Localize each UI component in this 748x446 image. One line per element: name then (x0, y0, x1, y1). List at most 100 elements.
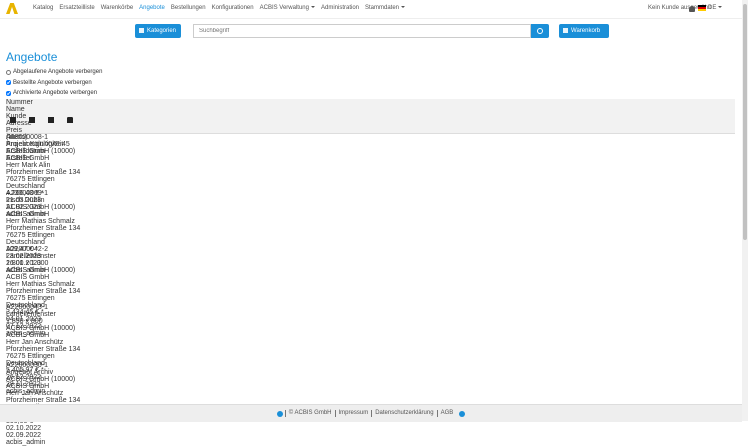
address-line: 76275 Ettlingen (6, 353, 55, 360)
search-button[interactable] (531, 24, 549, 38)
offer-number: A23000009-1 (6, 190, 49, 197)
view-icon[interactable] (10, 117, 16, 123)
offer-row[interactable]: A23000009-1 Insch Dublin ACBIS GmbH (10000… (6, 117, 735, 274)
offer-name: Insch Dublin (6, 197, 45, 204)
offer-name: Lamellenfenster (6, 253, 56, 260)
creator: acbis_admin (6, 330, 46, 337)
validity: 26.12.2022 (6, 374, 42, 381)
offer-number: A23000008-1 (6, 134, 49, 141)
customer-status[interactable]: Kein Kunde ausgewählt (648, 5, 712, 11)
footer-link[interactable]: Datenschutzerklärung (371, 410, 436, 417)
nav-item[interactable]: ACBIS Verwaltung (260, 5, 315, 11)
nav-item[interactable]: Konfigurationen (211, 5, 254, 11)
column-header[interactable]: Kunde (6, 113, 27, 120)
offer-row[interactable]: A22000042-2 Lamellenfenster 1.800 x 1.000 A… (6, 117, 735, 337)
column-header[interactable]: Name (6, 106, 25, 113)
cell: 02.09.2022 (6, 432, 735, 439)
filter-option[interactable]: Abgelaufene Angebote verbergen (6, 67, 102, 78)
cell: ACBIS GmbH (10000) (6, 148, 735, 155)
filter-option[interactable]: Archivierte Angebote verbergen (6, 88, 102, 99)
cart-button[interactable]: Warenkorb (559, 24, 609, 38)
created-date: 28.11.2022 (6, 381, 41, 388)
customer: ACBIS GmbH (10000) (6, 148, 76, 155)
validity: 21.03.2023 (6, 197, 42, 204)
column-header[interactable]: Ersteller (6, 155, 32, 162)
offers-table: Nummer Name Kunde Adresse Preis (Netto) Angeb… (6, 99, 735, 446)
cell: A22000042-2 (6, 246, 735, 253)
nav-item[interactable]: Ersatzteilliste (59, 5, 95, 11)
page: {"nav": {"items": ["Katalog", "Ersatztei… (0, 0, 748, 421)
column-header[interactable]: Angebotsgültigkeit (6, 141, 64, 148)
customer: ACBIS GmbH (10000) (6, 267, 76, 274)
address-line: Pforzheimer Straße 134 (6, 225, 81, 232)
cell: 21.02.2023 (6, 204, 735, 211)
created-date: 21.02.2023 (6, 204, 42, 211)
address-line: ACBIS GmbH (6, 274, 50, 281)
created-date: 26.01.2023 (6, 260, 42, 267)
table-header: Nummer Name Kunde Adresse Preis (Netto) Angeb… (6, 99, 735, 162)
nav-item[interactable]: Administration (320, 5, 359, 11)
footer: © ACBIS GmbH Impressum Datenschutzerklärun… (0, 404, 742, 422)
address-line: ACBIS GmbH (6, 211, 50, 218)
customer: ACBIS GmbH (10000) (6, 204, 76, 211)
logo[interactable] (6, 3, 18, 14)
cell: A23000008-1 (6, 134, 735, 141)
cell: 28.11.2022 (6, 381, 735, 388)
categories-button[interactable]: Kategorien (135, 24, 181, 38)
cell: ACBIS GmbH (10000) (6, 376, 735, 383)
user-icon[interactable] (689, 6, 695, 12)
offer-number: A22000043-1 (6, 304, 49, 311)
cell: 23.02.2023 (6, 253, 735, 260)
footer-link[interactable]: Impressum (334, 410, 372, 417)
language[interactable]: DE (708, 5, 722, 11)
cell: A22000030-1 (6, 362, 735, 369)
nav-item[interactable]: Angebote (139, 5, 165, 11)
address-line: Deutschland (6, 360, 45, 367)
flag[interactable] (698, 5, 706, 11)
filter-checkbox[interactable] (6, 90, 11, 96)
nav-item[interactable]: Katalog (33, 5, 54, 11)
nav-item[interactable]: Warenkörbe (100, 5, 134, 11)
info-icon[interactable] (276, 410, 283, 417)
address-line: ACBIS GmbH (6, 383, 50, 390)
column-header[interactable]: Nummer (6, 99, 33, 106)
filter-label[interactable]: Abgelaufene Angebote verbergen (13, 69, 103, 76)
lock-icon[interactable] (67, 117, 73, 123)
address-line: Herr Mathias Schmalz (6, 281, 75, 288)
offer-row[interactable]: A22000043-1 Lamellenfenster 1.850 x 800 ACB… (6, 117, 735, 395)
order-icon[interactable] (48, 117, 54, 123)
help-icon[interactable] (459, 410, 466, 417)
price: 4.266,43 € * (6, 190, 44, 197)
filter-label[interactable]: Archivierte Angebote verbergen (13, 90, 98, 97)
cell: 21.03.2023 (6, 197, 735, 204)
copy-icon[interactable] (29, 117, 35, 123)
cell: Projekt Köln XVR 45 (6, 141, 735, 148)
cell: Lamellenfenster 1.850 x 800 (6, 311, 735, 325)
cell: Lamellenfenster 1.800 x 1.000 (6, 253, 735, 267)
search-input[interactable] (193, 24, 531, 38)
column-header[interactable]: Erstelldatum (6, 148, 45, 155)
offer-number: A22000030-1 (6, 362, 49, 369)
address-line: Deutschland (6, 183, 45, 190)
archive-icon[interactable] (10, 135, 16, 139)
nav-menu: Katalog Ersatzteilliste Warenkörbe Angebote… (33, 5, 405, 11)
filter-label[interactable]: Bestellte Angebote verbergen (13, 79, 92, 86)
address-line: Pforzheimer Straße 134 (6, 288, 81, 295)
filter-option[interactable]: Bestellte Angebote verbergen (6, 78, 102, 89)
scroll-thumb[interactable] (743, 4, 747, 240)
nav-item[interactable]: Stammdaten (365, 5, 405, 11)
address-line: Deutschland (6, 239, 45, 246)
footer-link[interactable]: © ACBIS GmbH (284, 410, 335, 417)
footer-link[interactable]: AGB (436, 410, 457, 417)
nav-item[interactable]: Bestellungen (170, 5, 206, 11)
address-line: 76275 Ettlingen (6, 176, 55, 183)
address-line: Herr Jan Anschütz (6, 390, 64, 397)
scrollbar[interactable] (742, 0, 748, 421)
offer-name: Projekt Köln XVR 45 (6, 141, 70, 148)
address-line: ACBIS GmbH (6, 155, 50, 162)
cell: ACBIS GmbH (10000) (6, 325, 735, 332)
filter-checkbox[interactable] (6, 69, 11, 75)
table-body: A23000008-1 Projekt Köln XVR 45 ACBIS GmbH… (6, 117, 735, 446)
validity: 04.01.2023 (6, 316, 42, 323)
filter-checkbox[interactable] (6, 80, 11, 86)
